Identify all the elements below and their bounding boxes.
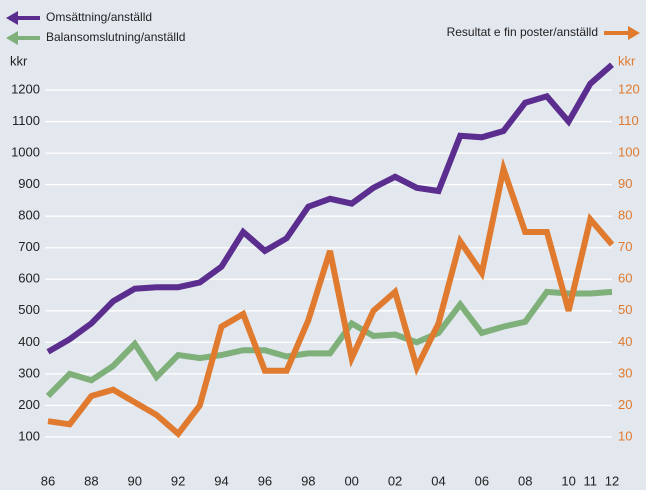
y2-tick-label: 20: [618, 397, 632, 412]
y2-tick-label: 110: [618, 113, 639, 128]
y-tick-label: 500: [18, 302, 40, 317]
y2-tick-label: 50: [618, 302, 632, 317]
x-tick-label: 12: [605, 473, 619, 488]
y2-tick-label: 10: [618, 428, 632, 443]
y2-tick-label: 100: [618, 145, 640, 160]
y-tick-label: 900: [18, 176, 40, 191]
legend-label: Resultat e fin poster/anställd: [447, 25, 598, 39]
y2-tick-label: 30: [618, 365, 632, 380]
y-axis-unit: kkr: [10, 53, 28, 68]
legend-arrow-head: [6, 31, 18, 45]
series-line: [46, 62, 614, 355]
x-tick-label: 02: [388, 473, 402, 488]
y-tick-label: 300: [18, 365, 40, 380]
x-tick-label: 94: [214, 473, 228, 488]
x-tick-label: 08: [518, 473, 532, 488]
x-tick-label: 96: [258, 473, 272, 488]
y-tick-label: 1100: [12, 113, 40, 128]
legend-label: Balansomslutning/anställd: [46, 30, 185, 44]
y2-tick-label: 60: [618, 271, 632, 286]
x-tick-label: 11: [584, 473, 598, 488]
x-tick-label: 10: [561, 473, 575, 488]
x-tick-label: 90: [128, 473, 142, 488]
y2-tick-label: 90: [618, 176, 632, 191]
y2-tick-label: 70: [618, 239, 632, 254]
x-tick-label: 00: [344, 473, 358, 488]
x-tick-label: 92: [171, 473, 185, 488]
legend-label: Omsättning/anställd: [46, 10, 152, 24]
y-tick-label: 600: [18, 271, 40, 286]
y-tick-label: 1000: [11, 145, 40, 160]
y-tick-label: 800: [18, 208, 40, 223]
y2-tick-label: 80: [618, 208, 632, 223]
y-tick-label: 700: [18, 239, 40, 254]
x-tick-label: 86: [41, 473, 55, 488]
x-tick-label: 88: [84, 473, 98, 488]
x-tick-label: 06: [475, 473, 489, 488]
legend-arrow-head: [6, 11, 18, 25]
y-tick-label: 200: [18, 397, 40, 412]
y-tick-label: 1200: [11, 81, 40, 96]
series-line: [45, 288, 613, 399]
x-tick-label: 98: [301, 473, 315, 488]
y-tick-label: 400: [18, 334, 40, 349]
series-line: [47, 157, 615, 439]
legend-arrow-head: [628, 26, 640, 40]
y2-axis-unit: kkr: [618, 53, 636, 68]
y2-tick-label: 120: [618, 81, 640, 96]
y-tick-label: 100: [18, 428, 40, 443]
x-tick-label: 04: [431, 473, 445, 488]
y2-tick-label: 40: [618, 334, 632, 349]
